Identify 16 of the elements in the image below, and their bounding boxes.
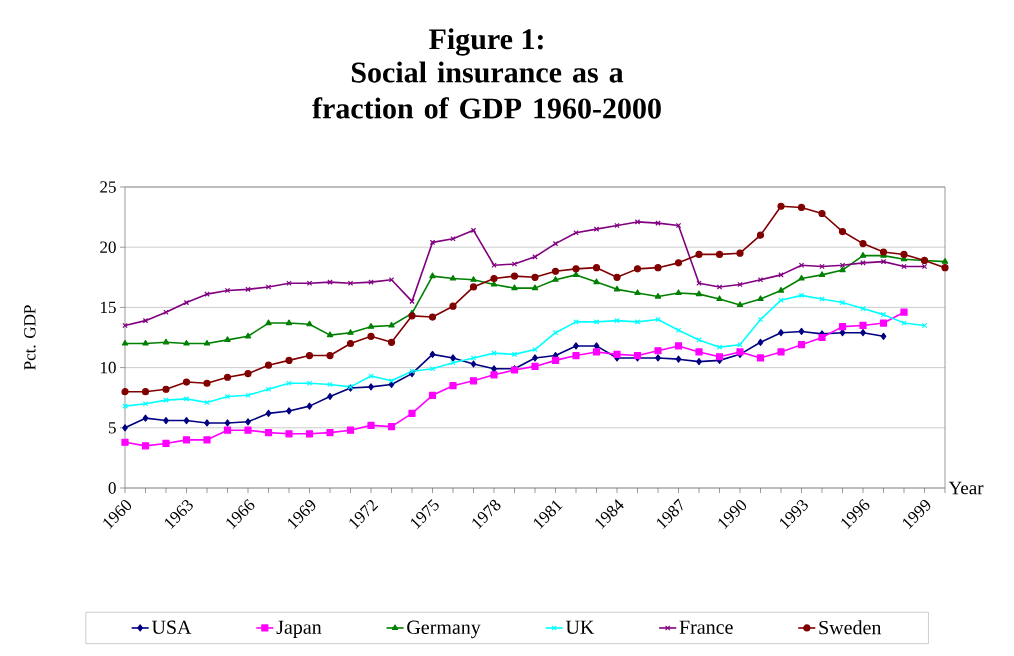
legend-label: France — [679, 620, 733, 634]
legend-label: Japan — [276, 620, 322, 639]
y-axis-title: Pct. GDP — [24, 305, 36, 370]
y-tick-label: 25 — [100, 181, 116, 193]
legend-label: Germany — [407, 620, 481, 639]
legend-label: USA — [151, 620, 192, 635]
y-tick-label: 5 — [108, 422, 116, 434]
y-tick-label: 15 — [100, 301, 116, 314]
legend-label: UK — [565, 620, 595, 634]
legend-label: Sweden — [819, 620, 882, 635]
y-tick-label: 10 — [100, 361, 116, 374]
x-axis-title: Year — [948, 481, 984, 495]
y-tick-label: 0 — [108, 482, 116, 494]
y-tick-label: 20 — [100, 241, 116, 253]
chart-subtitle: Social insurance as a fraction of GDP 1960-2000 — [312, 61, 661, 119]
chart-title: Figure 1: — [429, 28, 543, 56]
